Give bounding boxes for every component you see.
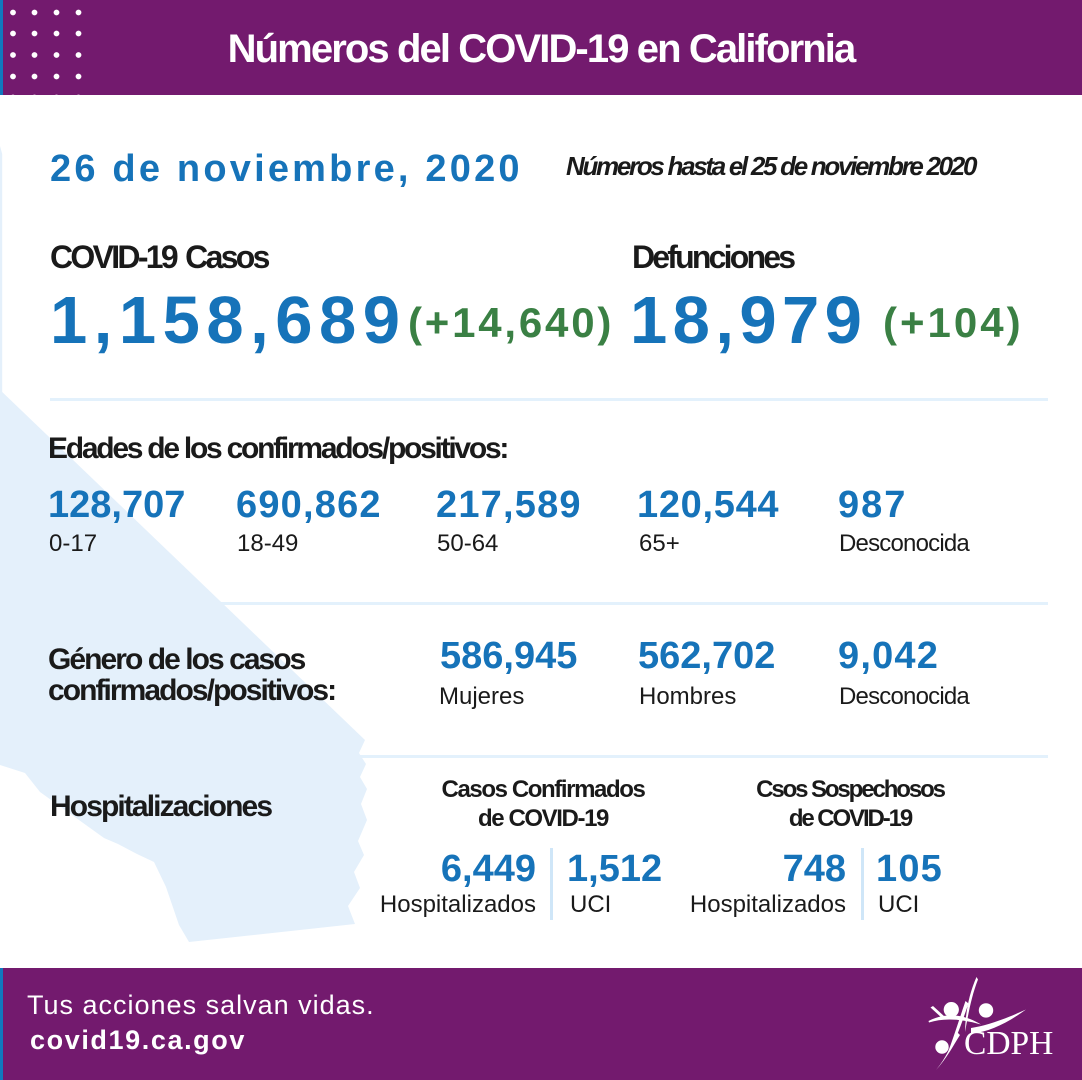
svg-text:CDPH: CDPH xyxy=(964,1025,1053,1062)
